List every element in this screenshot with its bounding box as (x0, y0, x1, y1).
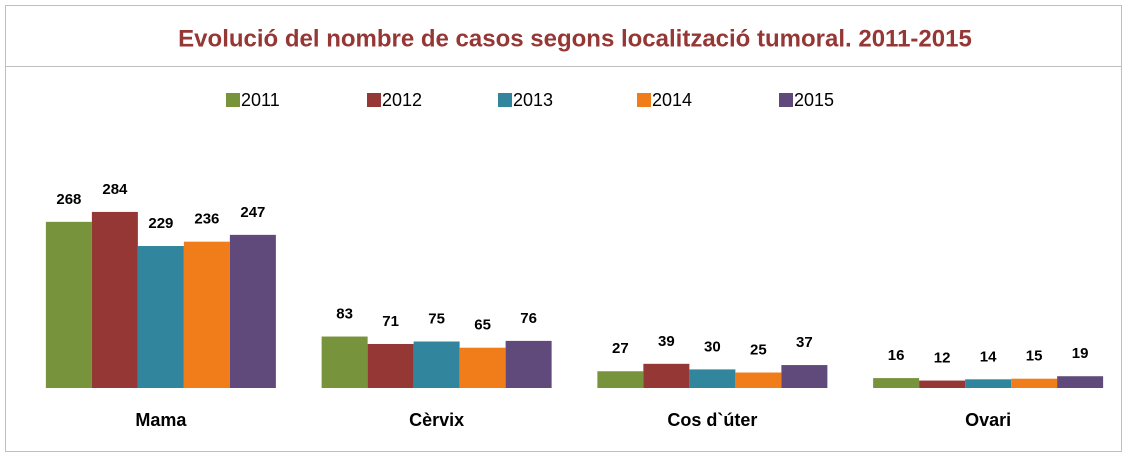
value-label: 19 (1072, 345, 1089, 362)
x-tick-label: Mama (135, 410, 187, 430)
legend-label: 2015 (794, 90, 834, 110)
x-tick-label: Cèrvix (409, 410, 464, 430)
value-label: 25 (750, 341, 767, 358)
legend-label: 2011 (241, 90, 280, 110)
value-label: 65 (474, 317, 491, 334)
value-label: 27 (612, 340, 629, 357)
value-label: 16 (888, 347, 905, 364)
legend-swatch (779, 93, 793, 107)
value-label: 15 (1026, 348, 1043, 365)
bar (505, 340, 552, 388)
bar (1057, 376, 1104, 388)
legend-label: 2012 (382, 90, 422, 110)
value-label: 247 (240, 204, 265, 221)
legend-swatch (637, 93, 651, 107)
x-tick-label: Cos d`úter (667, 410, 757, 430)
bar (1011, 378, 1058, 388)
bar (459, 347, 506, 388)
value-label: 284 (102, 181, 128, 198)
value-label: 14 (980, 348, 997, 365)
chart-title: Evolució del nombre de casos segons loca… (178, 25, 972, 52)
legend-swatch (498, 93, 512, 107)
value-label: 39 (658, 333, 675, 350)
value-label: 268 (56, 191, 81, 208)
bar (45, 221, 92, 388)
value-label: 236 (194, 211, 219, 228)
legend-swatch (367, 93, 381, 107)
legend-swatch (226, 93, 240, 107)
x-tick-label: Ovari (965, 410, 1011, 430)
bar (413, 341, 460, 388)
bar (873, 378, 920, 388)
bar (91, 211, 138, 388)
bar (689, 369, 736, 388)
value-label: 37 (796, 334, 813, 351)
bar (919, 380, 966, 388)
bar (321, 336, 368, 388)
bar (367, 343, 414, 388)
value-label: 76 (520, 310, 537, 327)
value-label: 75 (428, 310, 445, 327)
value-label: 71 (382, 313, 399, 330)
bar (597, 371, 644, 388)
bar (137, 246, 184, 388)
value-label: 83 (336, 306, 353, 323)
value-label: 229 (148, 215, 173, 232)
value-label: 12 (934, 350, 951, 367)
bar (643, 363, 690, 388)
bar (183, 241, 230, 388)
legend-label: 2014 (652, 90, 692, 110)
bar (781, 365, 828, 388)
legend-label: 2013 (513, 90, 553, 110)
value-label: 30 (704, 338, 721, 355)
bar (735, 372, 782, 388)
bar (229, 234, 276, 388)
bar (965, 379, 1012, 388)
